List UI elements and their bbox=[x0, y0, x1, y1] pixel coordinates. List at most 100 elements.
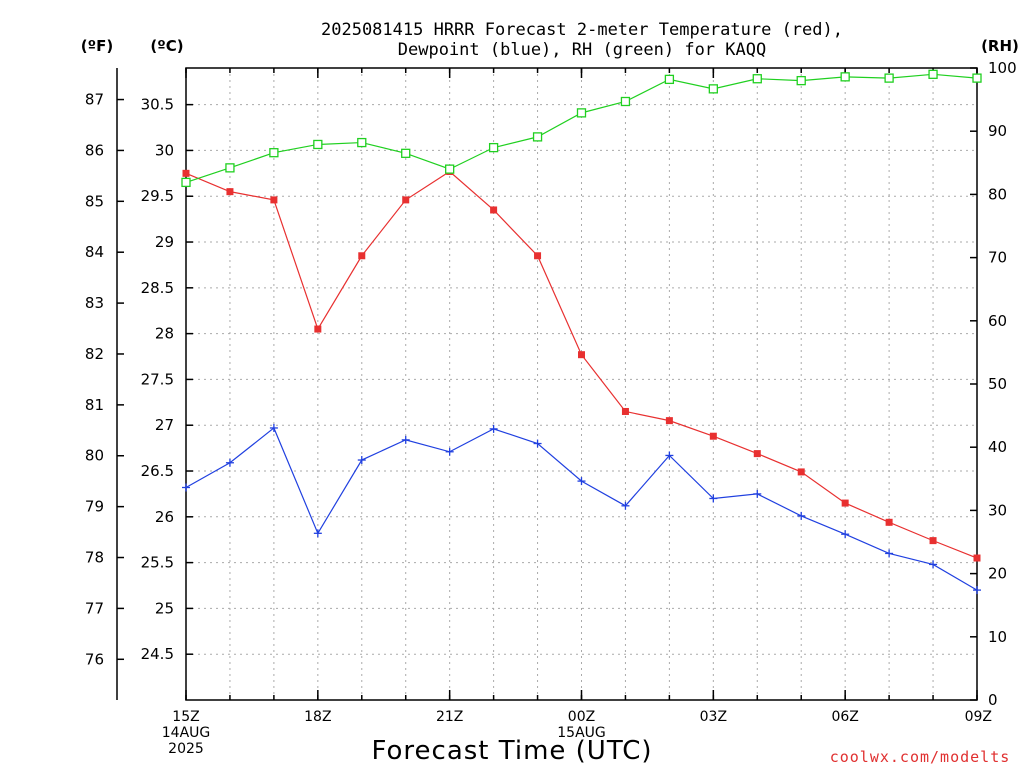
dewpoint-point bbox=[182, 483, 190, 492]
rh-unit-label: (RH) bbox=[981, 37, 1019, 55]
temperature-point bbox=[929, 537, 937, 545]
celsius-tick-label: 26 bbox=[155, 508, 174, 526]
rh-point bbox=[269, 148, 279, 158]
celsius-tick-label: 30 bbox=[155, 141, 174, 159]
temperature-point bbox=[841, 499, 849, 507]
dewpoint-point bbox=[665, 451, 674, 460]
chart-title-line2: Dewpoint (blue), RH (green) for KAQQ bbox=[398, 40, 766, 60]
fahrenheit-tick-label: 84 bbox=[85, 243, 104, 261]
rh-point bbox=[357, 137, 367, 148]
dewpoint-point bbox=[929, 560, 938, 569]
fahrenheit-tick-label: 76 bbox=[85, 650, 104, 668]
x-axis-label: Forecast Time (UTC) bbox=[371, 736, 652, 766]
rh-point bbox=[972, 73, 982, 83]
rh-point bbox=[532, 132, 543, 142]
celsius-tick-label: 28.5 bbox=[141, 279, 174, 297]
fahrenheit-tick-label: 77 bbox=[85, 599, 104, 617]
rh-tick-label: 10 bbox=[988, 628, 1007, 646]
credit-link[interactable]: coolwx.com/modelts bbox=[830, 748, 1011, 766]
rh-point bbox=[708, 84, 718, 94]
rh-point bbox=[884, 73, 894, 83]
dewpoint-point bbox=[753, 489, 762, 498]
dewpoint-series bbox=[182, 423, 981, 595]
dewpoint-point bbox=[973, 586, 981, 595]
celsius-tick-label: 24.5 bbox=[141, 645, 174, 663]
rh-tick-label: 0 bbox=[988, 691, 998, 709]
fahrenheit-tick-label: 87 bbox=[85, 91, 104, 109]
x-tick-label: 2025 bbox=[168, 741, 204, 757]
celsius-tick-label: 28 bbox=[155, 325, 174, 343]
rh-point bbox=[445, 164, 455, 174]
rh-tick-label: 20 bbox=[988, 565, 1007, 583]
temperature-point bbox=[797, 468, 805, 476]
celsius-tick-label: 27.5 bbox=[141, 370, 174, 388]
x-tick-label: 03Z bbox=[700, 709, 727, 725]
axes bbox=[116, 67, 978, 701]
temperature-point bbox=[402, 196, 410, 204]
rh-tick-label: 40 bbox=[988, 438, 1007, 456]
temperature-point bbox=[973, 554, 981, 562]
temperature-point bbox=[885, 518, 893, 526]
fahrenheit-tick-label: 78 bbox=[85, 549, 104, 567]
rh-point bbox=[796, 75, 806, 86]
rh-tick-label: 90 bbox=[988, 122, 1007, 140]
tick-labels: 76 77 78 79 80 81 82 83 84 85 86 87 24.5 25 25.5 26 26.5… bbox=[85, 59, 1017, 757]
plot-frame bbox=[185, 67, 978, 701]
temperature-point bbox=[578, 351, 585, 359]
dewpoint-point bbox=[357, 456, 366, 465]
fahrenheit-tick-label: 83 bbox=[85, 294, 104, 312]
x-tick-label: 18Z bbox=[304, 709, 331, 725]
fahrenheit-tick-label: 86 bbox=[85, 141, 104, 159]
dewpoint-point bbox=[313, 529, 322, 538]
rh-tick-label: 80 bbox=[988, 185, 1007, 203]
grid-lines bbox=[185, 68, 978, 700]
rh-point bbox=[664, 74, 675, 85]
x-tick-label: 15AUG bbox=[557, 725, 606, 741]
dewpoint-point bbox=[533, 439, 542, 448]
celsius-tick-label: 30.5 bbox=[141, 96, 174, 114]
celsius-tick-label: 29 bbox=[155, 233, 174, 251]
fahrenheit-tick-label: 82 bbox=[85, 345, 104, 363]
fahrenheit-unit-label: (ºF) bbox=[81, 37, 113, 55]
dewpoint-point bbox=[269, 423, 278, 432]
rh-point bbox=[620, 96, 631, 107]
rh-point bbox=[576, 108, 587, 118]
dewpoint-point bbox=[577, 477, 586, 486]
temperature-point bbox=[709, 432, 717, 440]
rh-point bbox=[752, 74, 762, 84]
fahrenheit-tick-label: 81 bbox=[85, 396, 104, 414]
celsius-tick-label: 27 bbox=[155, 416, 174, 434]
celsius-tick-label: 29.5 bbox=[141, 187, 174, 205]
rh-tick-label: 60 bbox=[988, 312, 1007, 330]
x-tick-label: 21Z bbox=[436, 709, 463, 725]
temperature-point bbox=[226, 188, 234, 196]
rh-point bbox=[225, 163, 235, 173]
temperature-point bbox=[490, 206, 498, 214]
x-tick-label: 00Z bbox=[568, 709, 595, 725]
celsius-unit-label: (ºC) bbox=[150, 37, 183, 55]
dewpoint-point bbox=[445, 447, 454, 456]
temperature-series bbox=[182, 168, 981, 562]
chart-title-line1: 2025081415 HRRR Forecast 2-meter Tempera… bbox=[321, 20, 843, 40]
rh-point bbox=[840, 72, 850, 82]
temperature-point bbox=[665, 417, 673, 425]
fahrenheit-tick-label: 79 bbox=[85, 498, 104, 516]
temperature-point bbox=[270, 196, 278, 204]
rh-tick-label: 100 bbox=[988, 59, 1017, 77]
x-tick-label: 15Z bbox=[172, 709, 199, 725]
x-tick-label: 06Z bbox=[831, 709, 858, 725]
dewpoint-point bbox=[885, 549, 894, 558]
fahrenheit-tick-label: 85 bbox=[85, 192, 104, 210]
rh-point bbox=[181, 177, 191, 188]
dewpoint-point bbox=[621, 501, 630, 510]
rh-point bbox=[313, 139, 323, 150]
fahrenheit-tick-label: 80 bbox=[85, 447, 104, 465]
celsius-tick-label: 25 bbox=[155, 599, 174, 617]
rh-point bbox=[928, 69, 938, 79]
celsius-tick-label: 25.5 bbox=[141, 554, 174, 572]
rh-tick-label: 70 bbox=[988, 249, 1007, 267]
temperature-point bbox=[314, 325, 322, 333]
rh-point bbox=[488, 142, 499, 153]
rh-tick-label: 50 bbox=[988, 375, 1007, 393]
